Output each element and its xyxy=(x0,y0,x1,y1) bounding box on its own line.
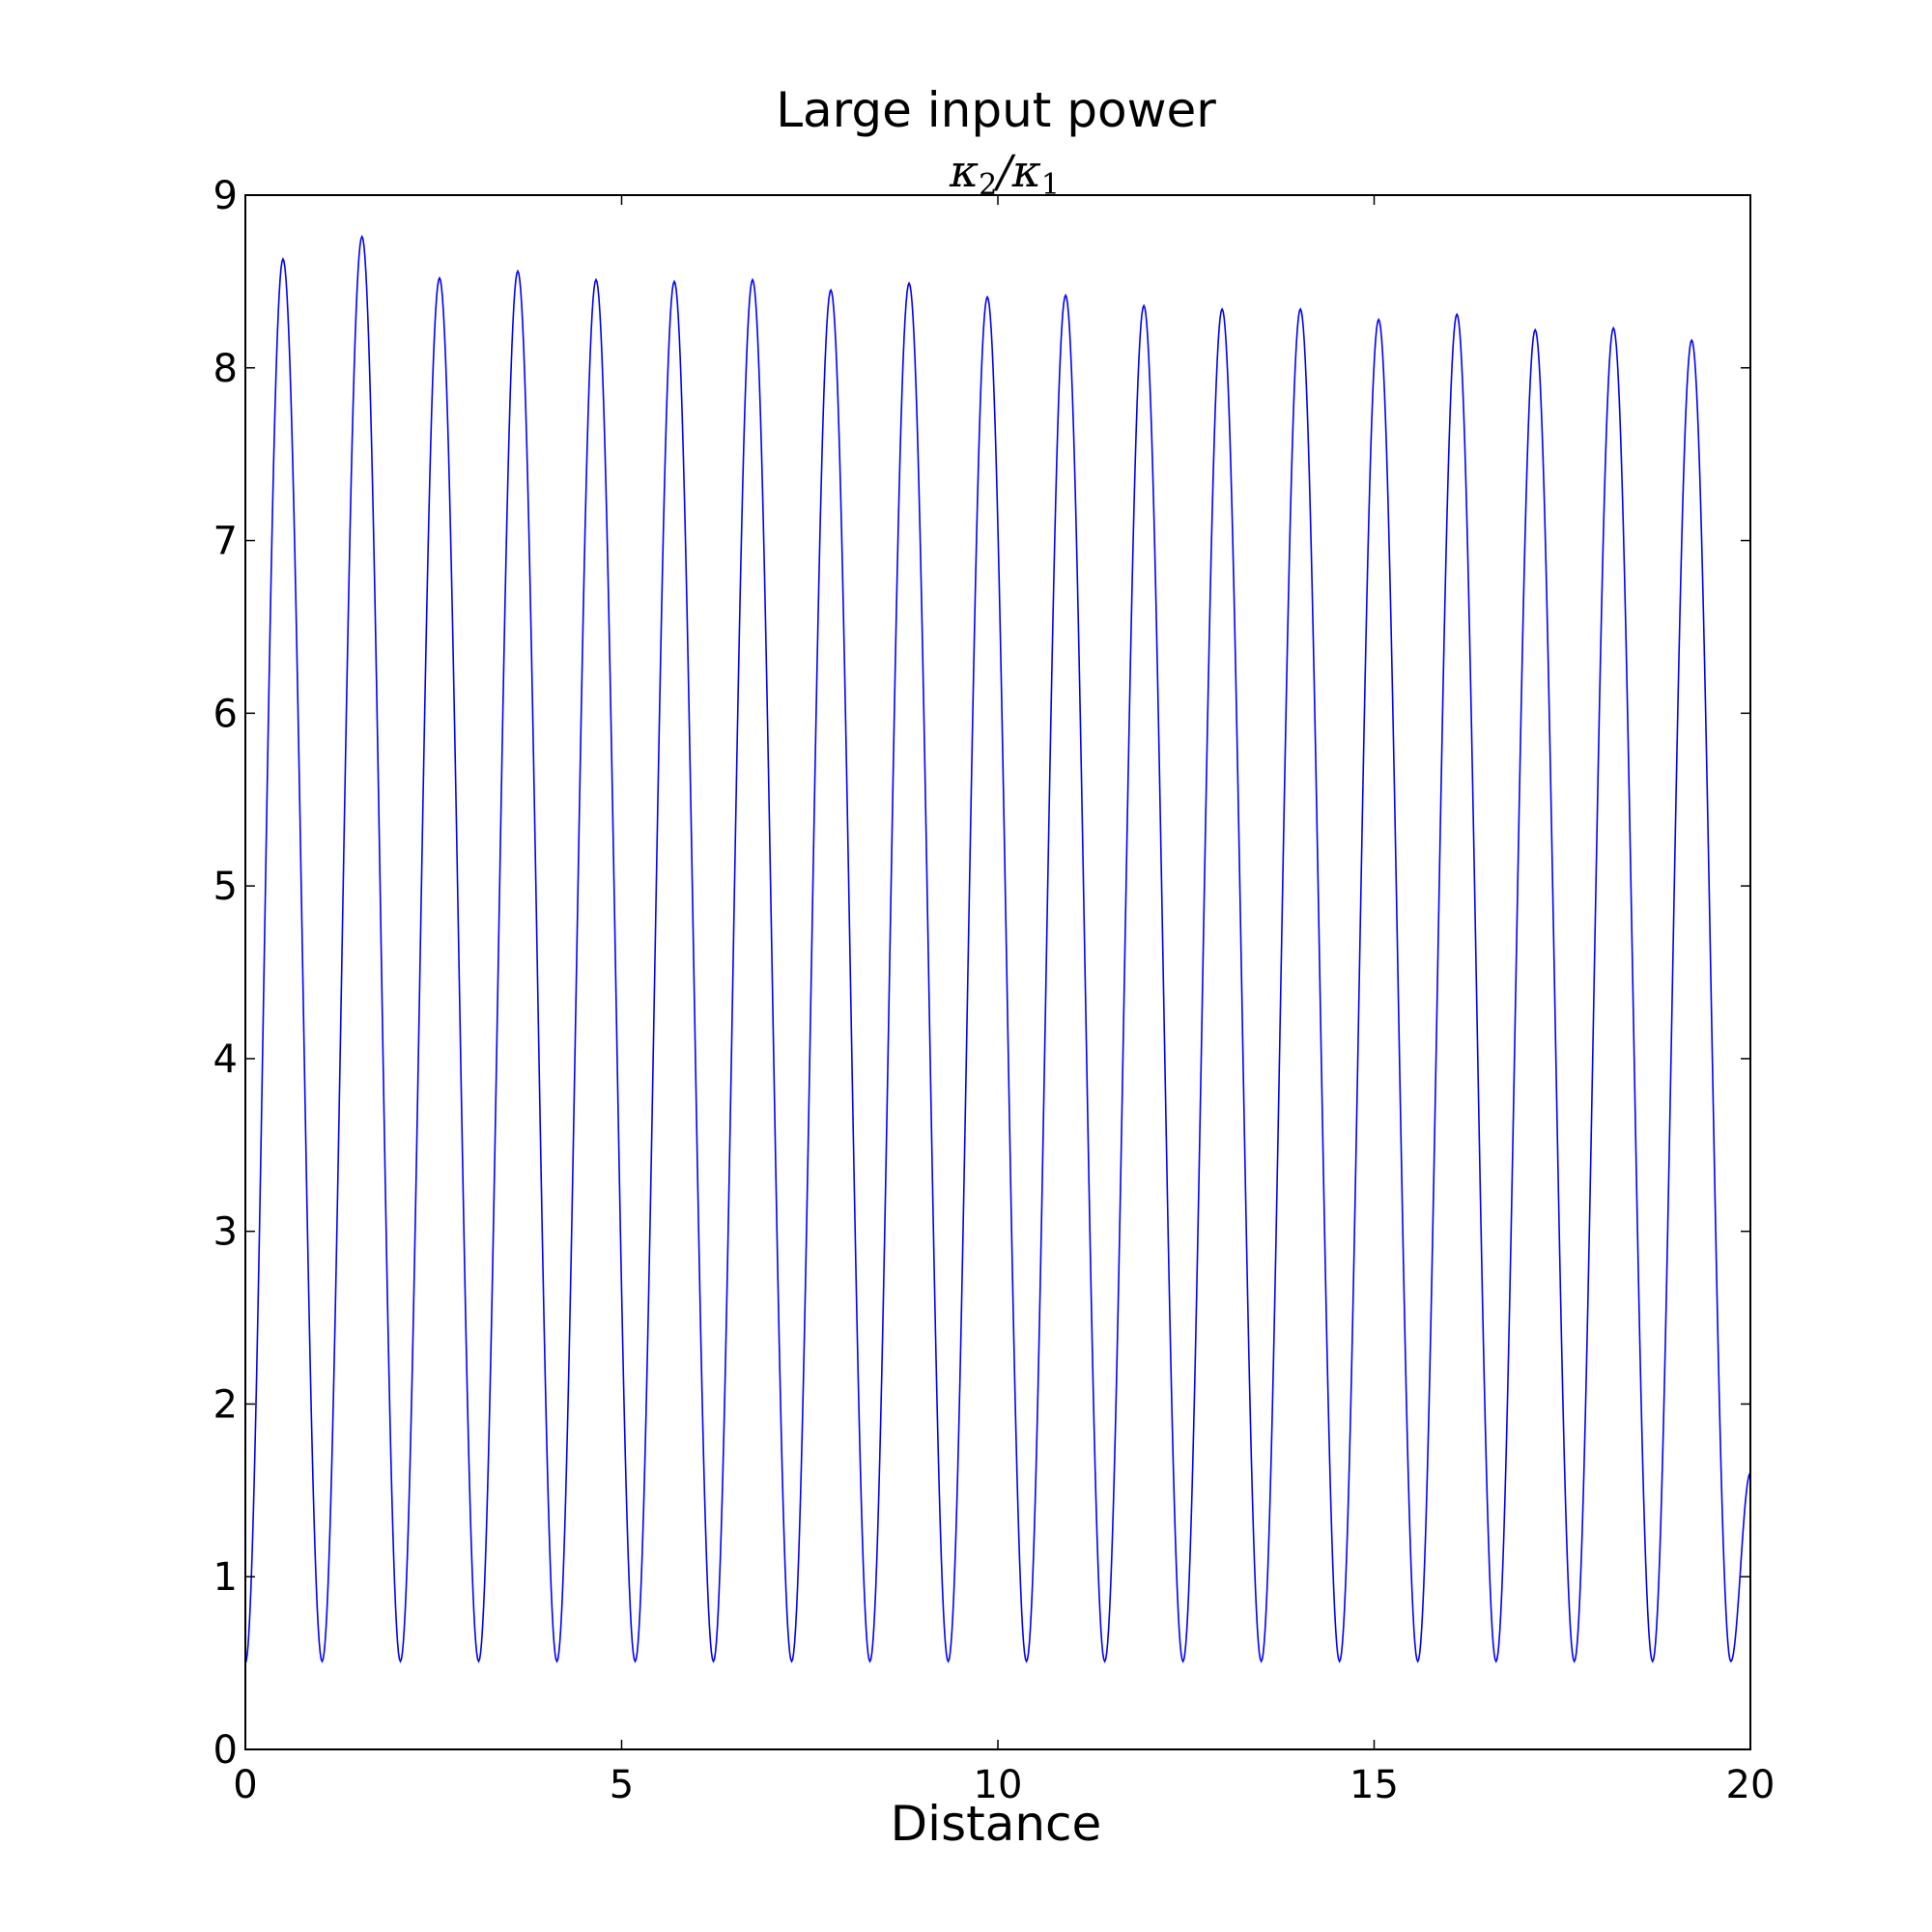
y-label-kappa-num: κ xyxy=(949,145,979,197)
y-tick-label: 0 xyxy=(213,1728,238,1773)
x-tick-label: 0 xyxy=(233,1763,257,1807)
y-tick-label: 2 xyxy=(213,1382,238,1427)
x-tick-label: 10 xyxy=(974,1763,1023,1807)
axis-tick-labels: 0 5 10 15 20 0 1 2 3 4 5 6 7 8 9 xyxy=(213,174,1776,1807)
x-tick-label: 20 xyxy=(1726,1763,1776,1807)
plot-frame xyxy=(244,194,1751,1750)
plot-area xyxy=(244,234,1751,1663)
y-tick-label: 5 xyxy=(213,865,238,909)
y-tick-label: 7 xyxy=(213,520,238,564)
y-label-kappa-den: κ xyxy=(1011,145,1041,197)
y-tick-label: 6 xyxy=(213,692,238,736)
y-axis-label: κ2/κ1 xyxy=(949,145,1060,202)
y-tick-label: 8 xyxy=(213,347,238,391)
y-label-num-sub: 2 xyxy=(979,168,997,202)
y-label-den-sub: 1 xyxy=(1041,168,1060,202)
y-tick-label: 3 xyxy=(213,1210,238,1255)
x-axis-label: Distance xyxy=(891,1796,1102,1852)
chart-title: Large input power xyxy=(776,82,1216,138)
y-tick-label: 4 xyxy=(213,1037,238,1082)
x-tick-label: 15 xyxy=(1350,1763,1399,1807)
y-tick-label: 1 xyxy=(213,1555,238,1600)
y-tick-label: 9 xyxy=(213,174,238,218)
x-tick-label: 5 xyxy=(610,1763,634,1807)
series-line-0 xyxy=(244,234,1751,1663)
